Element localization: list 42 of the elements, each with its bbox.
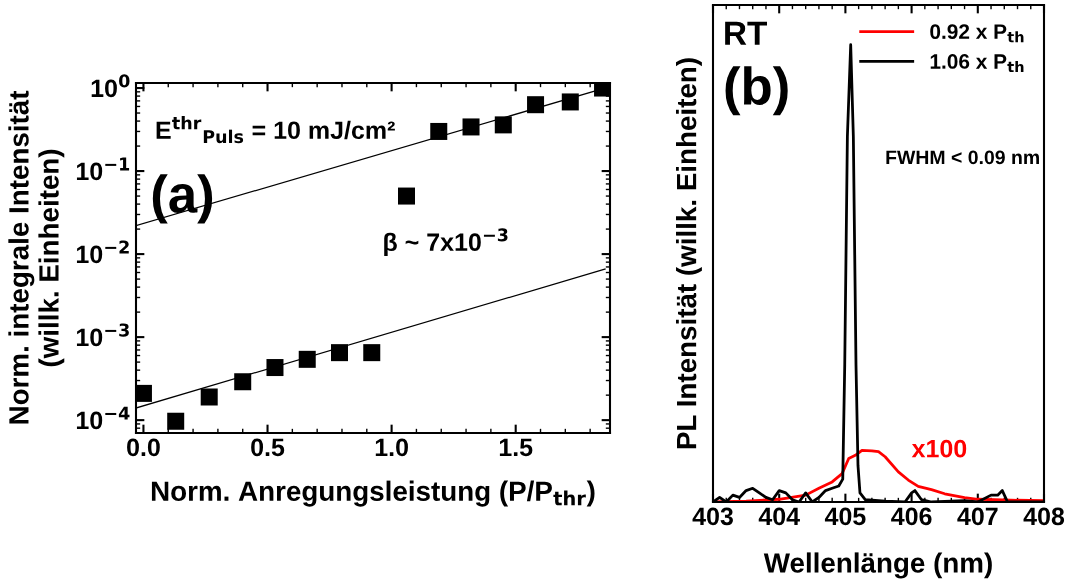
- point: [363, 344, 381, 362]
- x-tick-label: 404: [758, 507, 800, 526]
- y-axis-title: Norm. integrale Intensität (willk. Einheiten): [8, 90, 65, 424]
- point: [266, 359, 284, 377]
- x-axis-title: Norm. Anregungsleistung (P/P$_{thr}$): [151, 480, 595, 507]
- y-tick-label: 10$^{−2}$: [76, 240, 129, 264]
- x-tick-label: 405: [824, 507, 866, 526]
- x-tick-label: 0.5: [251, 438, 285, 457]
- point: [527, 96, 545, 114]
- annotation: β ~ 7x10$^{−3}$: [384, 228, 508, 256]
- point: [136, 384, 152, 402]
- y-tick-label: 10$^{−4}$: [76, 406, 130, 430]
- point: [200, 388, 218, 406]
- annotation: E$^{thr}$$_{Puls}$ = 10 mJ/cm²: [156, 116, 395, 144]
- legend-label: 1.06 x P$_{th}$: [930, 54, 1024, 73]
- x-tick-label: 403: [692, 507, 733, 526]
- annotation: (b): [725, 66, 788, 116]
- x-tick-label: 407: [957, 507, 998, 526]
- point: [398, 187, 416, 205]
- x-tick-label: 406: [891, 507, 932, 526]
- point: [298, 350, 316, 368]
- annotation: x100: [911, 439, 967, 458]
- point: [234, 373, 252, 391]
- point: [330, 344, 348, 362]
- point: [561, 93, 579, 111]
- x-tick-label: 408: [1023, 507, 1065, 526]
- y-tick-label: 10$^{−1}$: [76, 157, 130, 181]
- point: [462, 118, 480, 136]
- x-axis-title: Wellenlänge (nm): [763, 552, 992, 579]
- annotation: (a): [152, 174, 213, 224]
- annotation: RT: [725, 21, 768, 45]
- x-tick-label: 1.5: [499, 438, 533, 457]
- point: [430, 122, 448, 140]
- point: [494, 116, 512, 134]
- x-tick-label: 1.0: [375, 438, 408, 457]
- annotation: FWHM < 0.09 nm: [886, 150, 1039, 165]
- y-tick-label: 10$^{−3}$: [76, 323, 129, 347]
- y-tick-label: 10$^{0}$: [91, 74, 130, 98]
- x-tick-label: 0.0: [127, 438, 160, 457]
- point: [167, 412, 185, 430]
- legend-label: 0.92 x P$_{th}$: [930, 24, 1024, 43]
- y-axis-title: PL Intensität (willk. Einheiten): [675, 58, 702, 449]
